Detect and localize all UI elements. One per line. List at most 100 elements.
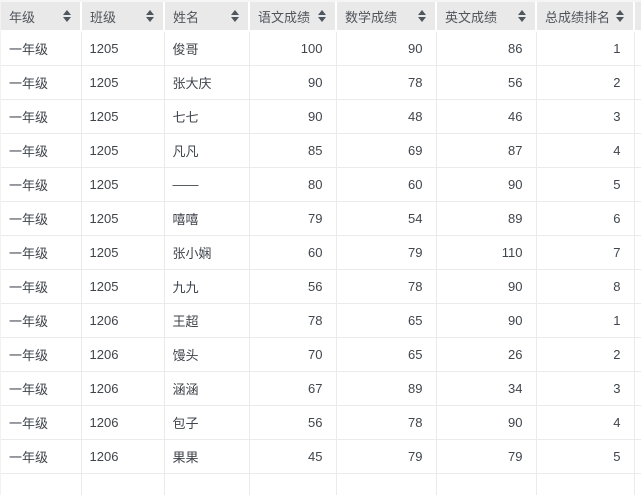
cell-chinese-score: 45 bbox=[249, 439, 337, 474]
cell-class: 1205 bbox=[81, 99, 165, 134]
cell-english-score: 79 bbox=[436, 439, 537, 474]
table-row-partial bbox=[1, 473, 641, 495]
cell-cutoff bbox=[634, 371, 641, 406]
cell-empty bbox=[81, 473, 165, 495]
cell-cutoff bbox=[634, 65, 641, 100]
sort-icon[interactable] bbox=[146, 10, 154, 22]
cell-english-score: 90 bbox=[436, 167, 537, 202]
cell-grade: 一年级 bbox=[1, 269, 82, 304]
cell-name: 嘻嘻 bbox=[164, 201, 250, 236]
cell-grade: 一年级 bbox=[1, 235, 82, 270]
cell-english-score: 89 bbox=[436, 201, 537, 236]
sort-icon[interactable] bbox=[63, 10, 71, 22]
sort-icon[interactable] bbox=[518, 10, 526, 22]
cell-grade: 一年级 bbox=[1, 337, 82, 372]
cell-grade: 一年级 bbox=[1, 439, 82, 474]
cell-math-score: 54 bbox=[336, 201, 437, 236]
cell-english-score: 90 bbox=[436, 405, 537, 440]
table-row: 一年级 1206 涵涵 67 89 34 3 bbox=[1, 371, 641, 406]
cell-class: 1205 bbox=[81, 201, 165, 236]
cell-english-score: 90 bbox=[436, 269, 537, 304]
cell-chinese-score: 100 bbox=[249, 31, 337, 66]
sort-icon[interactable] bbox=[418, 10, 426, 22]
column-header-chinese-score[interactable]: 语文成绩 bbox=[249, 2, 337, 32]
cell-grade: 一年级 bbox=[1, 201, 82, 236]
cell-empty bbox=[634, 473, 641, 495]
cell-empty bbox=[336, 473, 437, 495]
cell-grade: 一年级 bbox=[1, 99, 82, 134]
cell-total-rank: 1 bbox=[536, 31, 635, 66]
table-row: 一年级 1205 凡凡 85 69 87 4 bbox=[1, 133, 641, 168]
cell-math-score: 90 bbox=[336, 31, 437, 66]
cell-math-score: 65 bbox=[336, 303, 437, 338]
column-header-total-rank[interactable]: 总成绩排名 bbox=[536, 2, 635, 32]
column-header-label: 数学成绩 bbox=[345, 9, 398, 25]
cell-cutoff bbox=[634, 99, 641, 134]
cell-math-score: 78 bbox=[336, 65, 437, 100]
column-header-label: 英文成绩 bbox=[445, 9, 498, 25]
column-header-math-score[interactable]: 数学成绩 bbox=[336, 2, 437, 32]
cell-class: 1206 bbox=[81, 405, 165, 440]
sort-icon[interactable] bbox=[318, 10, 326, 22]
cell-cutoff bbox=[634, 337, 641, 372]
cell-math-score: 69 bbox=[336, 133, 437, 168]
cell-grade: 一年级 bbox=[1, 31, 82, 66]
table-row: 一年级 1205 嘻嘻 79 54 89 6 bbox=[1, 201, 641, 236]
cell-class: 1206 bbox=[81, 439, 165, 474]
cell-math-score: 78 bbox=[336, 405, 437, 440]
cell-cutoff bbox=[634, 405, 641, 440]
cell-total-rank: 4 bbox=[536, 133, 635, 168]
table-row: 一年级 1206 馒头 70 65 26 2 bbox=[1, 337, 641, 372]
cell-chinese-score: 85 bbox=[249, 133, 337, 168]
cell-cutoff bbox=[634, 235, 641, 270]
cell-chinese-score: 56 bbox=[249, 405, 337, 440]
cell-grade: 一年级 bbox=[1, 303, 82, 338]
cell-grade: 一年级 bbox=[1, 65, 82, 100]
cell-total-rank: 2 bbox=[536, 65, 635, 100]
cell-total-rank: 3 bbox=[536, 371, 635, 406]
cell-chinese-score: 78 bbox=[249, 303, 337, 338]
cell-chinese-score: 90 bbox=[249, 65, 337, 100]
cell-name: 凡凡 bbox=[164, 133, 250, 168]
cell-total-rank: 8 bbox=[536, 269, 635, 304]
cell-english-score: 110 bbox=[436, 235, 537, 270]
cell-math-score: 65 bbox=[336, 337, 437, 372]
cell-english-score: 87 bbox=[436, 133, 537, 168]
cell-name: 果果 bbox=[164, 439, 250, 474]
cell-total-rank: 4 bbox=[536, 405, 635, 440]
cell-chinese-score: 67 bbox=[249, 371, 337, 406]
cell-name: 俊哥 bbox=[164, 31, 250, 66]
column-header-label: 总成绩排名 bbox=[545, 9, 611, 25]
cell-empty bbox=[436, 473, 537, 495]
cell-cutoff bbox=[634, 31, 641, 66]
table-row: 一年级 1205 九九 56 78 90 8 bbox=[1, 269, 641, 304]
column-header-label: 年级 bbox=[9, 9, 36, 25]
column-header-label: 语文成绩 bbox=[258, 9, 311, 25]
column-header-name[interactable]: 姓名 bbox=[164, 2, 250, 32]
table-row: 一年级 1205 七七 90 48 46 3 bbox=[1, 99, 641, 134]
cell-name: 九九 bbox=[164, 269, 250, 304]
table-row: 一年级 1206 王超 78 65 90 1 bbox=[1, 303, 641, 338]
cell-name: 王超 bbox=[164, 303, 250, 338]
column-header-label: 班级 bbox=[90, 9, 117, 25]
cell-total-rank: 6 bbox=[536, 201, 635, 236]
column-header-grade[interactable]: 年级 bbox=[1, 2, 82, 32]
cell-cutoff bbox=[634, 439, 641, 474]
cell-math-score: 48 bbox=[336, 99, 437, 134]
cell-cutoff bbox=[634, 133, 641, 168]
cell-class: 1205 bbox=[81, 31, 165, 66]
cell-grade: 一年级 bbox=[1, 167, 82, 202]
cell-chinese-score: 70 bbox=[249, 337, 337, 372]
cell-total-rank: 5 bbox=[536, 167, 635, 202]
sort-icon[interactable] bbox=[616, 10, 624, 22]
column-header-class[interactable]: 班级 bbox=[81, 2, 165, 32]
column-header-english-score[interactable]: 英文成绩 bbox=[436, 2, 537, 32]
sort-icon[interactable] bbox=[231, 10, 239, 22]
cell-empty bbox=[164, 473, 250, 495]
table-row: 一年级 1205 俊哥 100 90 86 1 bbox=[1, 31, 641, 66]
cell-name: 张大庆 bbox=[164, 65, 250, 100]
cell-total-rank: 1 bbox=[536, 303, 635, 338]
cell-total-rank: 5 bbox=[536, 439, 635, 474]
